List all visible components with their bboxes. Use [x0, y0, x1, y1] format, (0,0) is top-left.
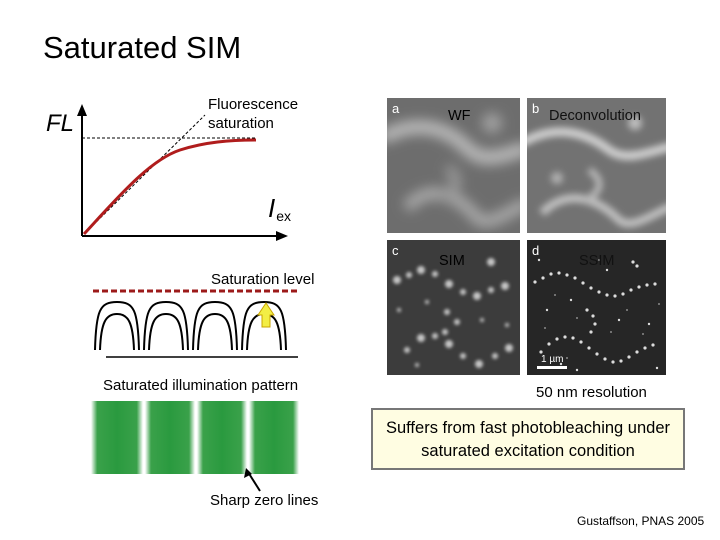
y-axis-arrow: [77, 104, 87, 116]
x-axis-label-main: I: [268, 193, 276, 223]
panel-letter: c: [392, 243, 399, 258]
image-panel-sim: c SIM: [387, 240, 520, 375]
panel-letter: b: [532, 101, 540, 116]
y-axis-label: FL: [46, 110, 75, 137]
saturated-peaks: [94, 300, 287, 351]
panel-letter: a: [392, 101, 400, 116]
scale-bar: [537, 366, 567, 369]
image-panel-ssim: d SSIM 1 µm: [527, 240, 666, 375]
x-axis-arrow: [276, 231, 288, 241]
illumination-pattern-label: Saturated illumination pattern: [103, 377, 299, 394]
scale-bar-label: 1 µm: [541, 354, 564, 365]
peak-outer: [94, 300, 140, 351]
image-panel-wf: a WF: [387, 98, 520, 233]
panel-title: SIM: [439, 253, 465, 269]
image-panel-deconvolution: b Deconvolution: [527, 98, 666, 233]
panel-letter: d: [532, 243, 540, 258]
illumination-stripe: [197, 401, 247, 474]
saturation-level-label: Saturation level: [211, 271, 315, 288]
fluorescence-saturation-label: Fluorescence saturation: [208, 96, 299, 132]
x-axis-label: Iex: [268, 193, 291, 224]
zero-line-pointer: [247, 471, 261, 492]
resolution-label: 50 nm resolution: [536, 384, 647, 401]
illumination-stripe: [145, 401, 195, 474]
peak-inner: [197, 312, 233, 351]
fluorescence-curve: [82, 138, 257, 236]
panel-title: WF: [448, 108, 471, 124]
sharp-zero-lines-label: Sharp zero lines: [210, 492, 319, 509]
peak-inner: [99, 312, 135, 351]
illumination-stripe: [91, 401, 143, 474]
illumination-stripe: [249, 401, 299, 474]
slide-title: Saturated SIM: [43, 30, 242, 65]
peak-outer: [192, 300, 238, 351]
peak-outer: [241, 300, 287, 351]
panel-title: SSIM: [579, 253, 615, 269]
zero-line-pointer-arrow-icon: [244, 468, 252, 478]
photobleaching-callout: Suffers from fast photobleaching under s…: [371, 408, 685, 470]
panel-title: Deconvolution: [549, 108, 641, 124]
citation: Gustaffson, PNAS 2005: [577, 514, 705, 528]
peak-inner: [148, 312, 184, 351]
peak-outer: [143, 300, 189, 351]
up-arrow-icon: [257, 302, 275, 328]
x-axis-label-sub: ex: [276, 208, 292, 224]
